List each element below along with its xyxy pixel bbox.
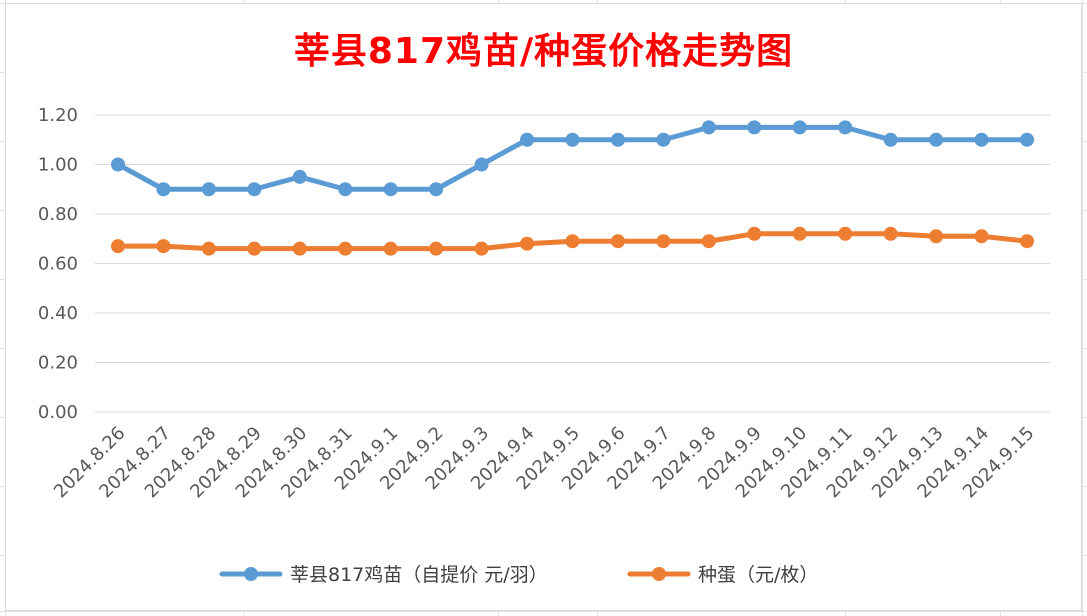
- data-point: [701, 234, 716, 249]
- data-point: [883, 226, 898, 241]
- y-tick-label: 1.00: [38, 155, 78, 176]
- data-point: [338, 182, 353, 197]
- data-point: [929, 132, 944, 147]
- data-point: [747, 120, 762, 135]
- data-point: [156, 239, 171, 254]
- data-point: [474, 157, 489, 172]
- y-tick-label: 0.00: [38, 402, 78, 423]
- data-point: [929, 229, 944, 244]
- data-point: [292, 241, 307, 256]
- data-point: [383, 241, 398, 256]
- data-point: [656, 132, 671, 147]
- data-point: [429, 241, 444, 256]
- data-point: [792, 120, 807, 135]
- data-point: [974, 229, 989, 244]
- data-point: [247, 241, 262, 256]
- data-point: [247, 182, 262, 197]
- data-point: [1020, 234, 1034, 249]
- data-point: [792, 226, 807, 241]
- data-point: [610, 234, 625, 249]
- data-point: [701, 120, 716, 135]
- legend-marker: [244, 567, 258, 581]
- data-point: [111, 239, 125, 254]
- data-point: [610, 132, 625, 147]
- data-point: [747, 226, 762, 241]
- data-point: [429, 182, 444, 197]
- data-point: [292, 169, 307, 184]
- data-point: [156, 182, 171, 197]
- data-point: [111, 157, 125, 172]
- sheet-gridline: [1082, 0, 1083, 616]
- data-point: [838, 226, 853, 241]
- data-point: [565, 132, 580, 147]
- chart-title: 莘县817鸡苗/种蛋价格走势图: [293, 31, 794, 72]
- data-point: [1020, 132, 1034, 147]
- data-point: [201, 182, 216, 197]
- y-tick-label: 0.20: [38, 353, 78, 374]
- legend-label: 种蛋（元/枚）: [698, 564, 818, 586]
- data-point: [474, 241, 489, 256]
- chart-area[interactable]: [5, 3, 1082, 611]
- y-tick-label: 0.40: [38, 303, 78, 324]
- data-point: [656, 234, 671, 249]
- data-point: [201, 241, 216, 256]
- data-point: [383, 182, 398, 197]
- data-point: [838, 120, 853, 135]
- sheet-gridline: [0, 611, 1087, 612]
- data-point: [520, 236, 535, 251]
- y-tick-label: 0.60: [38, 254, 78, 275]
- data-point: [565, 234, 580, 249]
- y-tick-label: 1.20: [38, 105, 78, 126]
- legend-label: 莘县817鸡苗（自提价 元/羽）: [290, 564, 548, 586]
- legend-marker: [652, 567, 666, 581]
- data-point: [883, 132, 898, 147]
- data-point: [520, 132, 535, 147]
- y-tick-label: 0.80: [38, 204, 78, 225]
- data-point: [974, 132, 989, 147]
- data-point: [338, 241, 353, 256]
